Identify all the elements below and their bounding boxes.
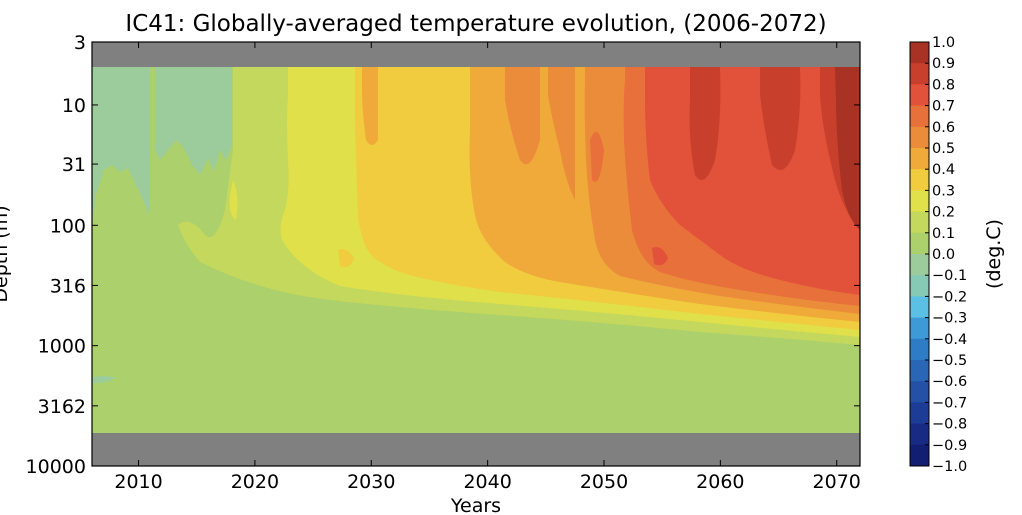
colorbar-swatch [910,148,929,170]
colorbar-swatch [910,254,929,276]
colorbar-tick-label: 1.0 [932,35,955,51]
x-tick-label: 2020 [231,471,279,493]
x-tick-label: 2010 [114,471,162,493]
colorbar-swatch [910,190,929,213]
contour-band-pos0_4 [362,67,378,145]
colorbar-tick-label: −0.8 [932,417,967,433]
contour-band-pos0_3 [338,249,354,267]
colorbar-tick-label: 0.9 [932,56,955,72]
contour-band-pos0_8 [689,67,721,180]
x-tick-label: 2040 [463,471,511,493]
colorbar-swatch [910,84,929,107]
colorbar-swatch [910,423,929,446]
colorbar-tick-label: 0.8 [932,77,955,93]
contour-band-neg0_1 [155,67,232,175]
y-axis: 3 10 31 100 316 1000 3162 10000 [26,32,860,478]
y-tick-label: 1000 [38,336,86,358]
colorbar-tick-label: −0.5 [932,353,967,369]
colorbar-swatch [910,169,929,191]
colorbar-tick-label: −0.7 [932,395,967,411]
colorbar-swatch [910,296,929,319]
colorbar-swatch [910,381,929,403]
masked-top [92,42,860,67]
colorbar-tick-label: 0.4 [932,162,955,178]
x-axis: 2010 2020 2030 2040 2050 2060 2070 [114,42,861,493]
y-tick-label: 316 [50,275,86,297]
plot-frame [91,41,861,467]
colorbar-swatch [910,338,929,361]
contour-band-pos0_6 [590,132,604,182]
colorbar-label: (deg.C) [983,219,1005,289]
y-tick-label: 3 [74,32,86,54]
y-tick-label: 31 [62,154,86,176]
x-tick-label: 2030 [347,471,395,493]
colorbar-swatch [910,105,929,128]
colorbar-tick-label: −0.2 [932,289,967,305]
colorbar-swatch [910,211,929,234]
colorbar-swatch [910,317,929,340]
contour-band-pos0_5 [505,67,540,165]
colorbar-swatch [910,232,929,255]
colorbar-swatch [910,63,929,85]
contour-band-neg0_1 [92,67,150,225]
colorbar: 1.0 0.9 0.8 0.7 0.6 0.5 0.4 0.3 0.2 0.1 0.0 −0.1 −0.… [909,35,967,475]
contour-band-pos0_4 [526,242,548,271]
colorbar-swatch [910,42,929,64]
y-axis-label: Depth (m) [0,205,12,302]
x-tick-label: 2070 [813,471,861,493]
colorbar-tick-label: −0.4 [932,332,967,348]
colorbar-swatch [910,360,929,382]
masked-bottom [92,433,860,466]
contour-band-pos0_5 [548,67,575,200]
colorbar-tick-label: −0.6 [932,374,967,390]
colorbar-swatch [910,444,929,467]
colorbar-tick-label: −0.3 [932,311,967,327]
contour-band-pos0_7 [652,247,668,266]
colorbar-tick-label: 0.5 [932,141,955,157]
x-tick-label: 2050 [580,471,628,493]
y-tick-label: 3162 [38,396,86,418]
x-axis-label: Years [450,495,501,515]
contour-band-pos0_9 [835,67,860,230]
colorbar-swatch [910,126,929,149]
colorbar-tick-label: 0.3 [932,183,955,199]
colorbar-tick-label: −0.9 [932,438,967,454]
chart-title: IC41: Globally-averaged temperature evol… [125,11,826,37]
contour-field [92,42,860,466]
contour-band-neg0_1 [92,376,116,384]
y-tick-label: 10 [62,95,86,117]
colorbar-tick-label: 0.1 [932,226,955,242]
colorbar-swatch [910,275,929,297]
contour-band-pos0_2 [229,180,238,220]
y-tick-label: 10000 [26,456,86,478]
colorbar-tick-label: 0.6 [932,120,955,136]
y-tick-label: 100 [50,215,86,237]
colorbar-tick-label: −1.0 [932,459,967,475]
colorbar-tick-label: 0.2 [932,205,955,221]
colorbar-tick-label: −0.1 [932,268,967,284]
colorbar-tick-label: 0.0 [932,247,955,263]
colorbar-tick-label: 0.7 [932,99,955,115]
contour-band-pos0_8 [760,67,801,170]
colorbar-swatch [910,402,929,425]
x-tick-label: 2060 [696,471,744,493]
